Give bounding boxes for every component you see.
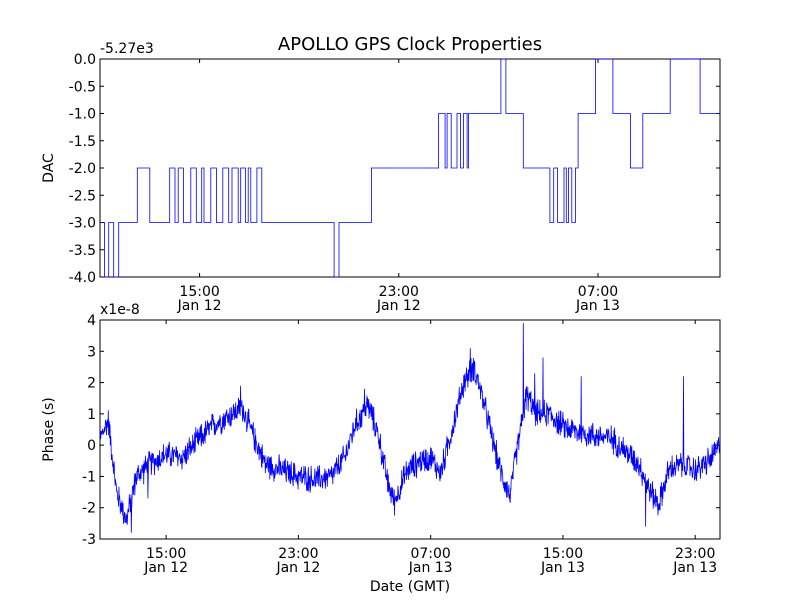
y-tick-label: 0 <box>87 438 96 454</box>
y-tick-label: 3 <box>87 344 96 360</box>
y-axis-label: Phase (s) <box>41 397 57 461</box>
y-tick-label: -1 <box>82 469 96 485</box>
y-tick-label: 1 <box>87 407 96 423</box>
x-tick-label-date: Jan 12 <box>143 560 188 576</box>
x-tick-label-time: 15:00 <box>146 546 186 562</box>
axis-offset-label: x1e-8 <box>100 302 140 318</box>
y-tick-label: -3.5 <box>69 243 96 259</box>
chart-title: APOLLO GPS Clock Properties <box>278 34 542 55</box>
x-tick-label-time: 23:00 <box>278 546 318 562</box>
y-tick-label: -2.0 <box>69 161 96 177</box>
x-tick-label-date: Jan 13 <box>575 298 620 314</box>
y-tick-label: -1.5 <box>69 134 96 150</box>
axes-frame <box>99 319 721 540</box>
x-tick-label-time: 15:00 <box>179 284 219 300</box>
y-tick-label: -3.0 <box>69 216 96 232</box>
dac-panel: -4.0 -3.5 -3.0 -2.5 -2.0 -1.5 -1.0 -0.5 0.0 15:00… <box>41 41 721 314</box>
x-tick-label-time: 23:00 <box>379 284 419 300</box>
x-tick-label-date: Jan 12 <box>177 298 222 314</box>
x-axis-label: Date (GMT) <box>370 579 450 595</box>
x-tick-label-time: 23:00 <box>675 546 715 562</box>
y-tick-label: -4.0 <box>69 270 96 286</box>
y-tick-label: -1.0 <box>69 107 96 123</box>
x-tick-label-time: 07:00 <box>410 546 450 562</box>
y-tick-label: 2 <box>87 376 96 392</box>
phase-series-line <box>100 323 720 533</box>
x-tick-label-date: Jan 13 <box>672 560 717 576</box>
y-tick-label: 0.0 <box>74 52 96 68</box>
y-tick-label: -2.5 <box>69 188 96 204</box>
x-tick-label-date: Jan 12 <box>376 298 421 314</box>
y-tick-label: -2 <box>82 501 96 517</box>
x-tick-label-time: 07:00 <box>578 284 618 300</box>
y-tick-label: -0.5 <box>69 79 96 95</box>
x-tick-label-time: 15:00 <box>543 546 583 562</box>
x-tick-label-date: Jan 13 <box>408 560 453 576</box>
y-tick-label: 4 <box>87 313 96 329</box>
y-tick-label: -3 <box>82 532 96 548</box>
y-axis-label: DAC <box>41 153 57 183</box>
dac-series-line <box>100 58 720 278</box>
x-tick-label-date: Jan 12 <box>275 560 320 576</box>
axis-offset-label: -5.27e3 <box>100 41 154 57</box>
x-tick-label-date: Jan 13 <box>540 560 585 576</box>
